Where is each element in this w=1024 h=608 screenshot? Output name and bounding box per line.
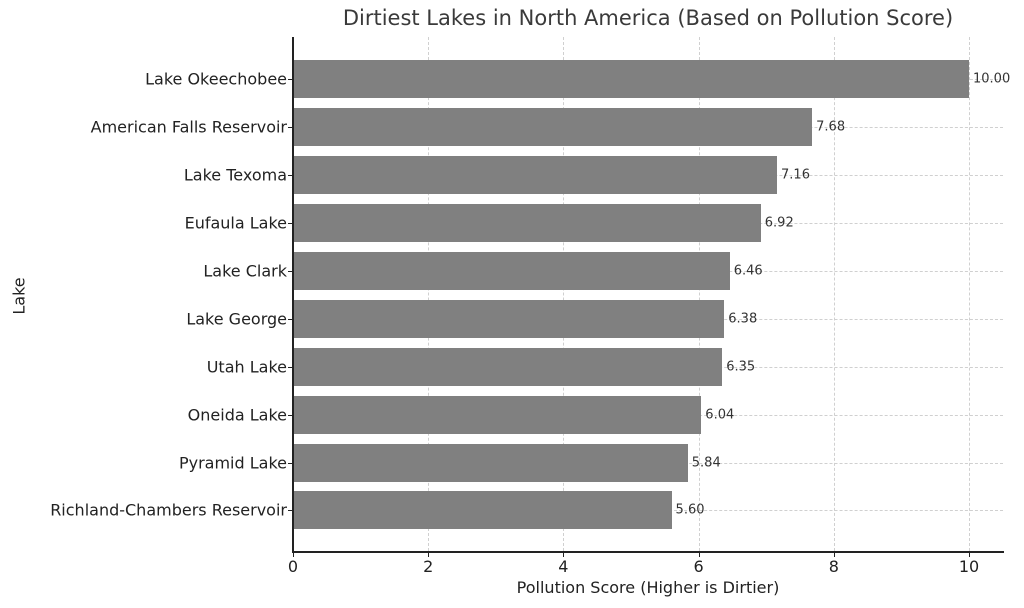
y-tick (288, 415, 293, 416)
bar (293, 300, 725, 338)
bar-value-label: 6.35 (726, 359, 756, 375)
bar (293, 156, 778, 194)
y-tick-label: Lake George (186, 309, 287, 329)
y-tick (288, 463, 293, 464)
bar-value-label: 5.60 (675, 502, 705, 518)
y-axis-line (292, 37, 294, 552)
x-tick-label: 4 (558, 557, 569, 576)
y-tick (288, 175, 293, 176)
bar (293, 204, 761, 242)
bar-value-label: 7.16 (781, 167, 810, 183)
y-tick (288, 223, 293, 224)
x-tick (833, 552, 835, 557)
vertical-gridline (428, 37, 430, 551)
x-tick-label: 2 (423, 557, 434, 576)
y-tick (288, 367, 293, 368)
y-tick-label: Lake Okeechobee (145, 69, 287, 89)
bar-value-label: 5.84 (691, 455, 721, 471)
y-tick-label: Lake Clark (203, 261, 287, 281)
y-tick (288, 510, 293, 511)
x-axis-line (292, 551, 1004, 553)
x-tick (698, 552, 700, 557)
x-tick-label: 8 (828, 557, 839, 576)
y-tick-label: Pyramid Lake (178, 453, 287, 473)
bar (293, 108, 813, 146)
bar (293, 396, 702, 434)
bar (293, 491, 672, 529)
y-tick (288, 319, 293, 320)
x-tick (293, 552, 294, 557)
bar-value-label: 6.04 (705, 407, 735, 423)
x-tick-label: 6 (693, 557, 704, 576)
vertical-gridline (698, 37, 700, 551)
y-tick-label: American Falls Reservoir (90, 117, 287, 137)
y-tick-label: Lake Texoma (183, 165, 287, 185)
y-tick-label: Oneida Lake (187, 405, 287, 425)
bar-value-label: 6.92 (764, 215, 794, 231)
y-tick (288, 271, 293, 272)
bar (293, 348, 723, 386)
y-axis-label: Lake (9, 277, 29, 315)
vertical-gridline (969, 37, 970, 551)
bar-value-label: 6.38 (728, 311, 758, 327)
bar (293, 444, 688, 482)
y-tick-label: Eufaula Lake (184, 213, 287, 233)
chart-title: Dirtiest Lakes in North America (Based o… (342, 6, 954, 30)
bar-value-label: 10.00 (973, 71, 1011, 87)
y-tick (288, 79, 293, 80)
bar (293, 252, 730, 290)
vertical-gridline (563, 37, 565, 551)
y-tick (288, 127, 293, 128)
y-tick-label: Utah Lake (206, 357, 287, 377)
bar-value-label: 6.46 (733, 263, 763, 279)
x-axis-label: Pollution Score (Higher is Dirtier) (516, 578, 780, 597)
x-tick-label: 0 (287, 557, 299, 576)
bar-value-label: 7.68 (816, 119, 846, 135)
vertical-gridline (293, 37, 294, 551)
x-tick (563, 552, 565, 557)
plot-area: 10.00 7.68 7.16 6.92 6.46 6.38 6.35 6.04 5.84 5.6… (293, 37, 1010, 551)
y-tick-label: Richland-Chambers Reservoir (50, 500, 287, 520)
bar (293, 60, 969, 98)
x-tick-label: 10 (958, 557, 980, 576)
x-tick (428, 552, 430, 557)
x-tick (969, 552, 970, 557)
vertical-gridline (833, 37, 835, 551)
